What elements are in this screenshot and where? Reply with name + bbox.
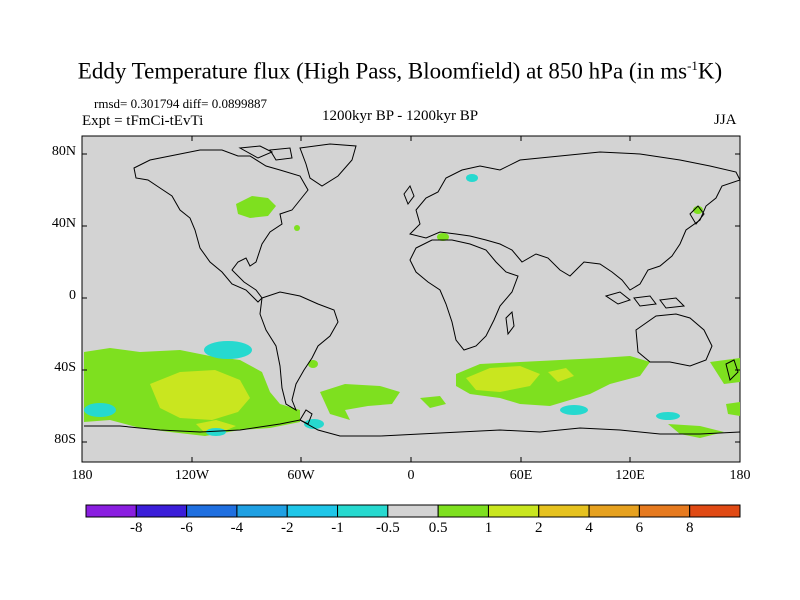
coast-australia xyxy=(635,313,713,367)
colorbar-label-8: 2 xyxy=(535,520,543,536)
colorbar-box-12 xyxy=(689,504,741,518)
anomaly-cyan-scandinavia xyxy=(466,174,478,182)
anomaly-cyan-tasman xyxy=(656,412,680,420)
anomaly-yellow-south-pacific-2 xyxy=(196,420,236,432)
lon-label-180e: 180 xyxy=(729,468,751,483)
colorbar-label-3: -2 xyxy=(280,520,294,536)
anomaly-green-south-atlantic-2 xyxy=(420,396,446,408)
period-label: 1200kyr BP - 1200kyr BP xyxy=(322,108,479,124)
coast-eurasia xyxy=(409,151,741,291)
lat-label-40n: 40N xyxy=(51,216,76,231)
colorbar-box-6 xyxy=(387,504,439,518)
coast-madagascar xyxy=(505,310,515,336)
colorbar-label-9: 4 xyxy=(585,520,593,536)
coast-africa xyxy=(409,239,519,351)
colorbar-label-7: 1 xyxy=(484,520,493,536)
map-title: Eddy Temperature flux (High Pass, Bloomf… xyxy=(77,58,723,84)
anomaly-green-mediterranean xyxy=(437,233,449,241)
anomaly-green-great-lakes xyxy=(236,196,276,218)
anomaly-cyan-indian xyxy=(560,405,588,415)
colorbar-label-2: -4 xyxy=(230,520,244,536)
colorbar-box-2 xyxy=(186,504,238,518)
lon-label-180w: 180 xyxy=(71,468,93,483)
experiment-label: Expt = tFmCi-tEvTi xyxy=(82,113,204,129)
anomaly-green-argentina xyxy=(308,360,318,368)
colorbar-box-0 xyxy=(85,504,137,518)
lat-label-80n: 80N xyxy=(51,144,76,159)
lat-label-0: 0 xyxy=(69,288,76,303)
colorbar-box-8 xyxy=(487,504,540,518)
colorbar-label-1: -6 xyxy=(180,520,193,536)
anomaly-green-south-atlantic xyxy=(320,384,400,420)
colorbar-label-0: -8 xyxy=(130,520,143,536)
anomaly-green-atlantic-north xyxy=(294,225,300,231)
anomaly-fields xyxy=(84,174,740,438)
anomaly-cyan-pacific xyxy=(204,341,252,359)
rmsd-label: rmsd= 0.301794 diff= 0.0899887 xyxy=(94,96,267,111)
lon-label-120w: 120W xyxy=(174,468,210,483)
colorbar-box-11 xyxy=(638,504,691,518)
coast-uk xyxy=(403,184,415,206)
colorbar-label-5: -0.5 xyxy=(375,520,400,536)
coast-japan xyxy=(689,205,705,225)
coast-greenland xyxy=(299,143,357,187)
anomaly-yellow-south-pacific xyxy=(150,370,250,420)
anomaly-green-tasman xyxy=(668,424,724,438)
lat-label-80s: 80S xyxy=(54,432,76,447)
colorbar-box-7 xyxy=(437,504,489,518)
anomaly-green-east-edge-2 xyxy=(726,402,740,416)
lat-label-40s: 40S xyxy=(54,360,76,375)
colorbar-box-10 xyxy=(588,504,640,518)
coast-new-zealand xyxy=(725,359,739,381)
colorbar-box-3 xyxy=(236,504,288,518)
anomaly-yellow-indian-2 xyxy=(548,368,574,382)
lon-label-60e: 60E xyxy=(509,468,533,483)
anomaly-cyan-west xyxy=(84,403,116,417)
coast-south-america xyxy=(259,291,339,412)
lon-label-120e: 120E xyxy=(615,468,645,483)
colorbar-label-6: 0.5 xyxy=(428,520,448,536)
colorbar-box-5 xyxy=(337,504,389,518)
coastlines xyxy=(84,143,741,437)
colorbar-box-1 xyxy=(135,504,188,518)
coast-antarctic-peninsula xyxy=(299,409,313,425)
anomaly-cyan-ross xyxy=(206,428,226,436)
lon-label-60w: 60W xyxy=(287,468,315,483)
lon-label-0: 0 xyxy=(407,468,415,483)
colorbar-label-10: 6 xyxy=(635,520,644,536)
colorbar-box-4 xyxy=(286,504,339,518)
tick-marks xyxy=(82,136,740,462)
colorbar-label-4: -1 xyxy=(331,520,344,536)
colorbar-label-11: 8 xyxy=(685,520,694,536)
colorbar xyxy=(85,504,741,518)
coast-antarctica xyxy=(84,419,741,437)
coast-north-america xyxy=(133,149,309,303)
colorbar-box-9 xyxy=(538,504,590,518)
coast-indonesia xyxy=(604,291,686,309)
season-label: JJA xyxy=(714,112,737,128)
anomaly-yellow-indian xyxy=(466,366,540,392)
coast-arctic-islands xyxy=(238,145,293,161)
